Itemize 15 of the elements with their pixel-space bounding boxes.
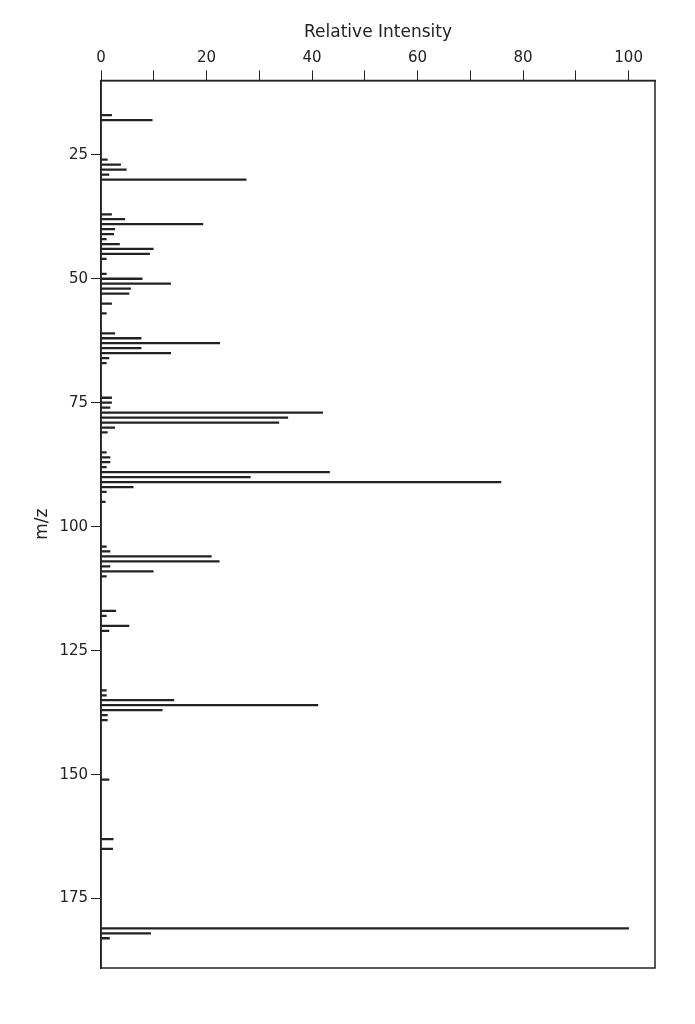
x-tick-label: 40 (302, 48, 322, 67)
y-axis-title: m/z (30, 508, 51, 540)
x-axis-title: Relative Intensity (304, 20, 452, 41)
y-tick-label: 25 (68, 144, 89, 163)
y-tick-label: 100 (59, 516, 89, 535)
y-tick-label: 75 (68, 392, 89, 411)
x-tick-label: 0 (96, 48, 106, 67)
x-tick-label: 20 (197, 48, 217, 67)
x-tick-label: 80 (513, 48, 533, 67)
y-tick-label: 125 (59, 640, 89, 659)
x-tick-label: 100 (614, 48, 643, 67)
x-tick-label: 60 (408, 48, 428, 67)
y-tick-label: 150 (59, 764, 89, 783)
y-tick-label: 175 (59, 888, 89, 907)
y-tick-label: 50 (68, 268, 89, 287)
